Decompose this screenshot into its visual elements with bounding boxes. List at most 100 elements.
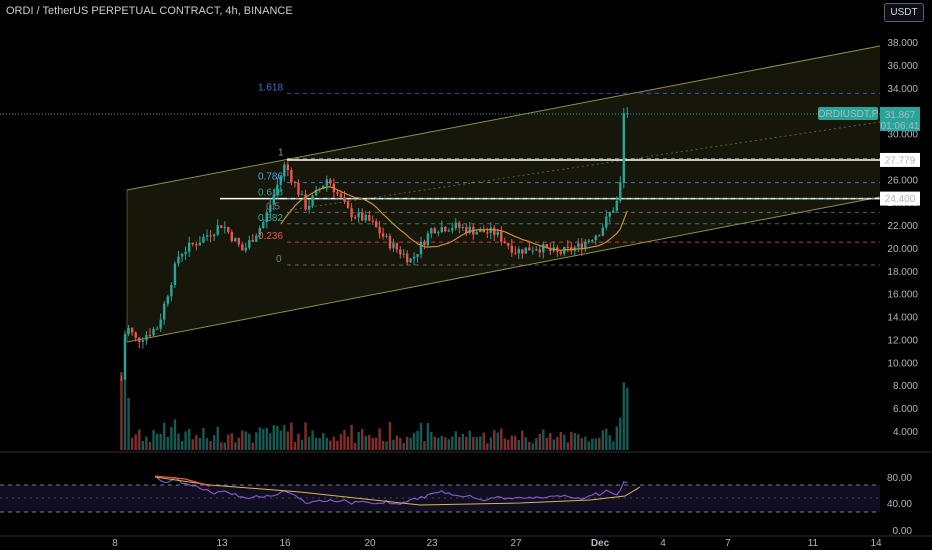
candle-body	[163, 303, 166, 320]
volume-bar	[531, 443, 534, 450]
volume-bar	[598, 437, 601, 450]
volume-bar	[127, 398, 130, 450]
candle-body	[392, 243, 395, 249]
candle-body	[339, 193, 343, 198]
candle-body	[388, 235, 392, 249]
volume-bar	[198, 438, 202, 450]
candle-body	[500, 231, 503, 242]
volume-bar	[454, 431, 457, 450]
volume-bar	[170, 426, 173, 450]
volume-bar	[293, 441, 297, 450]
candle-body	[521, 249, 524, 254]
fib-label: 0	[276, 254, 282, 265]
price-tick-label: 10.000	[887, 358, 918, 369]
candle-body	[202, 236, 205, 243]
volume-bar	[173, 419, 177, 450]
volume-bar	[612, 441, 615, 450]
volume-bar	[234, 442, 237, 450]
volume-bar	[440, 435, 443, 450]
price-tick-label: 16.000	[887, 290, 918, 301]
volume-bar	[205, 438, 209, 450]
candle-body	[399, 249, 402, 255]
candle-body	[577, 243, 580, 248]
currency-button[interactable]: USDT	[884, 3, 924, 22]
candle-body	[244, 247, 247, 251]
volume-bar	[191, 439, 194, 450]
candle-body	[619, 182, 622, 201]
candle-body	[187, 242, 191, 252]
time-tick-label: 7	[725, 538, 731, 549]
price-tick-label: 22.000	[887, 221, 918, 232]
candle-body	[241, 244, 244, 251]
fib-retracement: 1.618 1 0.786 0.618 0.50.382 0.236 0	[258, 82, 880, 266]
volume-bar	[152, 430, 155, 450]
candle-body	[307, 205, 311, 210]
volume-bar	[451, 436, 454, 450]
candle-body	[159, 319, 162, 329]
candle-body	[584, 242, 587, 250]
candle-body	[293, 181, 297, 183]
price-tick-label: 38.000	[887, 38, 918, 49]
candle-body	[444, 226, 447, 232]
candle-body	[276, 184, 279, 195]
volume-bar	[258, 427, 261, 450]
candle-body	[580, 243, 583, 250]
candle-body	[524, 247, 527, 254]
volume-bar	[220, 442, 223, 450]
time-axis[interactable]: 8 13 16 20 23 27 Dec 4 7 11 14	[0, 535, 932, 549]
volume-bar	[430, 431, 433, 450]
candle-body	[538, 249, 541, 253]
volume-bar	[159, 433, 162, 450]
candle-body	[430, 228, 433, 234]
volume-bar	[524, 437, 527, 450]
candle-body	[479, 229, 482, 232]
volume-bar	[251, 442, 254, 450]
volume-bar	[385, 441, 388, 450]
volume-bar	[556, 437, 559, 450]
volume-bar	[361, 429, 364, 450]
fib-label: 0.382	[258, 213, 283, 224]
volume-bar	[368, 435, 371, 450]
volume-bar	[521, 430, 524, 450]
candle-body	[385, 235, 388, 237]
price-tick-label: 8.000	[893, 381, 918, 392]
volume-bar	[538, 433, 541, 450]
channel-fill	[127, 46, 880, 342]
candle-body	[458, 222, 461, 228]
time-tick-label: 16	[279, 538, 291, 549]
volume-bar	[580, 438, 583, 450]
candle-body	[205, 235, 209, 237]
rsi-line	[156, 476, 628, 505]
candle-body	[423, 241, 426, 246]
volume-bar	[535, 438, 538, 450]
candle-body	[251, 240, 254, 242]
candle-body	[531, 250, 534, 252]
candle-body	[461, 227, 464, 229]
volume-bar	[619, 417, 622, 450]
candle-body	[216, 225, 219, 235]
volume-bar	[272, 425, 275, 450]
volume-bar	[364, 435, 367, 450]
rsi-tick-label: 0.00	[893, 526, 913, 537]
volume-bar	[286, 431, 290, 450]
volume-bar	[276, 425, 279, 450]
volume-bar	[468, 430, 471, 450]
candle-body	[173, 263, 177, 286]
volume-bar	[615, 426, 618, 450]
volume-bar	[166, 437, 169, 450]
price-tick-label: 26.000	[887, 175, 918, 186]
candles	[120, 107, 629, 381]
candle-body	[283, 164, 286, 177]
volume-bar	[145, 436, 148, 450]
time-tick-label: 4	[660, 538, 666, 549]
volume-bar	[419, 422, 423, 450]
time-tick-label: 13	[216, 538, 228, 549]
channel-upper-line	[126, 45, 881, 191]
candle-body	[248, 240, 251, 248]
time-tick-label: 20	[364, 538, 376, 549]
candle-body	[570, 246, 573, 251]
fib-label: 0.618	[258, 188, 283, 199]
volume-bar	[472, 436, 475, 450]
